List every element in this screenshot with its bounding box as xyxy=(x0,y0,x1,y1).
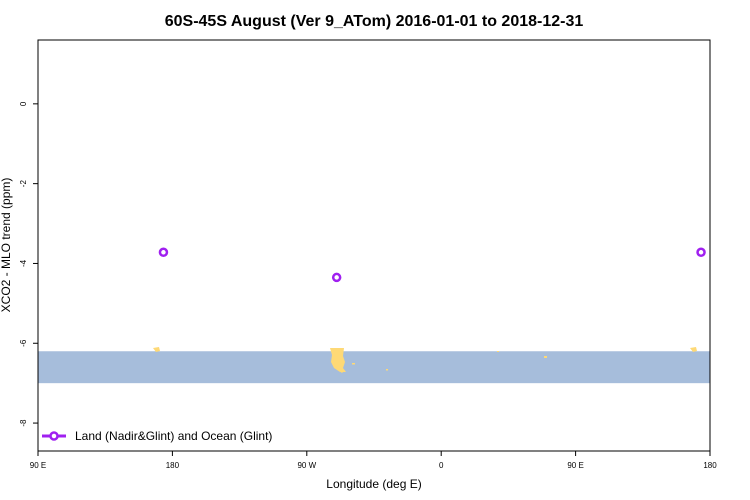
x-tick-label: 0 xyxy=(439,461,444,470)
land-patch-new-zealand-right xyxy=(690,347,697,352)
x-tick-label: 90 E xyxy=(30,461,46,470)
y-tick-label: -4 xyxy=(19,259,28,267)
land-patch-islands-b xyxy=(386,369,388,371)
x-tick-label: 90 W xyxy=(297,461,316,470)
land-patch-islands-d xyxy=(544,356,547,358)
y-tick-label: -8 xyxy=(19,419,28,427)
legend-entry-label: Land (Nadir&Glint) and Ocean (Glint) xyxy=(75,429,272,443)
land-patches xyxy=(153,347,697,373)
y-tick-label: 0 xyxy=(19,101,28,106)
ocean-band xyxy=(38,351,710,384)
x-tick-label: 90 E xyxy=(567,461,583,470)
land-patch-new-zealand xyxy=(153,347,160,352)
land-patch-south-america xyxy=(330,348,346,372)
land-patch-islands-a xyxy=(352,363,355,365)
y-axis: 0 -2 -4 -6 -8 xyxy=(19,101,38,427)
x-axis-label: Longitude (deg E) xyxy=(326,477,421,491)
legend: Land (Nadir&Glint) and Ocean (Glint) xyxy=(42,429,272,443)
y-tick-label: -6 xyxy=(19,339,28,347)
land-patch-islands-c xyxy=(497,351,499,352)
x-tick-label: 180 xyxy=(166,461,180,470)
data-point xyxy=(158,247,169,258)
data-point xyxy=(331,272,342,283)
x-axis: 90 E 180 90 W 0 90 E 180 xyxy=(30,451,717,470)
legend-marker xyxy=(49,431,59,441)
x-tick-label: 180 xyxy=(703,461,717,470)
y-tick-label: -2 xyxy=(19,180,28,188)
land-patch-south-america-tip xyxy=(337,369,345,373)
data-point xyxy=(696,247,706,258)
latitude-band-map xyxy=(38,347,710,384)
plot-area xyxy=(37,39,711,452)
chart-title: 60S-45S August (Ver 9_ATom) 2016-01-01 t… xyxy=(165,13,584,30)
y-axis-label: XCO2 - MLO trend (ppm) xyxy=(0,178,13,313)
data-points xyxy=(158,247,706,283)
